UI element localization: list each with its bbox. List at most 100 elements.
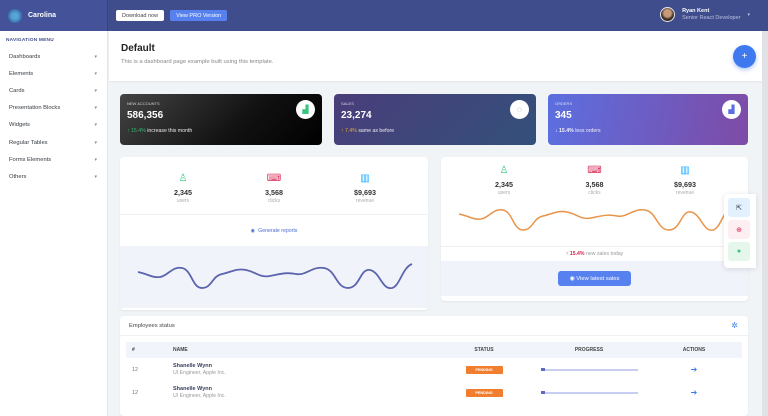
generate-reports-row: ◉ Generate reports <box>120 214 428 246</box>
download-button[interactable]: Download now <box>116 10 165 21</box>
row-status: PENDING <box>439 365 529 374</box>
stat-footer: ↑ 7.4% same as before <box>341 128 529 134</box>
metric-label: clicks <box>588 190 601 196</box>
stat-trend: 7.4% <box>345 128 357 134</box>
nav-heading: NAVIGATION MENU <box>6 38 54 43</box>
page-title: Default <box>121 43 155 54</box>
employee-role: UI Engineer, Apple Inc. <box>173 370 226 376</box>
row-id: 12 <box>132 389 139 396</box>
sidebar-item-forms-elements[interactable]: Forms Elements ▾ <box>0 151 107 168</box>
row-employee: Shanelle Wynn UI Engineer, Apple Inc. <box>173 386 439 399</box>
metrics-row: ♙ 2,345 users ⌨ 3,568 clicks ▥ $9,693 revenue <box>120 157 428 204</box>
sidebar-item-label: Cards <box>9 87 25 94</box>
user-icon: ♙ <box>178 173 188 184</box>
floating-action-panel: ⇱ ⊕ ● <box>724 194 756 268</box>
sidebar-item-others[interactable]: Others ▾ <box>0 168 107 185</box>
brand[interactable]: Carolina <box>0 0 108 31</box>
share-icon[interactable]: ⇱ <box>728 198 750 217</box>
sidebar-item-label: Elements <box>9 70 34 77</box>
generate-reports-label: Generate reports <box>258 227 298 234</box>
stat-trend-text: increase this month <box>147 128 193 134</box>
table-row: 12 Shanelle Wynn UI Engineer, Apple Inc. … <box>126 358 742 381</box>
row-progress <box>529 391 649 394</box>
status-badge: PENDING <box>465 388 503 397</box>
chevron-down-icon: ▾ <box>94 122 97 129</box>
avatar[interactable] <box>660 7 676 22</box>
metrics-card-right: ♙ 2,345 users ⌨ 3,568 clicks ▥ $9,693 revenue … <box>441 157 748 301</box>
sidebar-item-elements[interactable]: Elements ▾ <box>0 65 107 82</box>
stat-footer: ↑ 15.4% increase this month <box>127 128 315 134</box>
stat-label: NEW ACCOUNTS <box>127 101 160 106</box>
stat-trend-text: less orders <box>575 128 601 134</box>
view-pro-button[interactable]: View PRO Version <box>170 10 228 21</box>
sidebar-item-widgets[interactable]: Widgets ▾ <box>0 117 107 134</box>
metric-clicks: ⌨ 3,568 clicks <box>249 173 299 204</box>
employee-name: Shanelle Wynn <box>173 386 213 392</box>
scrollbar[interactable] <box>762 31 768 416</box>
sidebar-item-label: Regular Tables <box>9 139 48 146</box>
progress-bar <box>540 368 638 371</box>
card-header: Employees status ✲ <box>120 316 748 336</box>
lifebuoy-icon[interactable]: ⊕ <box>728 220 750 239</box>
arrow-right-icon[interactable]: ➔ <box>690 365 698 374</box>
metric-users: ♙ 2,345 users <box>158 173 208 204</box>
chart-icon: ▟ <box>722 100 741 119</box>
logo-icon <box>8 8 22 23</box>
metric-revenue: ▥ $9,693 revenue <box>340 173 390 204</box>
status-badge: PENDING <box>465 365 503 374</box>
stat-card-new-accounts: NEW ACCOUNTS 586,356 ↑ 15.4% increase th… <box>120 94 322 145</box>
sidebar-item-label: Others <box>9 173 27 180</box>
employee-name: Shanelle Wynn <box>173 363 213 369</box>
col-status: STATUS <box>474 347 494 353</box>
row-status: PENDING <box>439 388 529 397</box>
sidebar-item-label: Forms Elements <box>9 156 52 163</box>
keyboard-icon: ⌨ <box>266 173 282 184</box>
chevron-down-icon: ▾ <box>94 53 97 60</box>
stat-card-sales: SALES 23,274 ↑ 7.4% same as before ◌ <box>334 94 536 145</box>
stat-trend: 15.4% <box>131 128 146 134</box>
sidebar-item-presentation-blocks[interactable]: Presentation Blocks ▾ <box>0 100 107 117</box>
metrics-row: ♙ 2,345 users ⌨ 3,568 clicks ▥ $9,693 revenue <box>441 157 748 196</box>
arrow-up-icon: ↑ <box>127 128 130 134</box>
arrow-right-icon[interactable]: ➔ <box>690 388 698 397</box>
metric-value: $9,693 <box>674 180 696 189</box>
generate-reports-link[interactable]: ◉ Generate reports <box>251 228 298 234</box>
bar-chart-icon: ▥ <box>360 173 370 184</box>
sidebar-item-regular-tables[interactable]: Regular Tables ▾ <box>0 134 107 151</box>
view-latest-sales-label: View latest sales <box>576 275 620 282</box>
info-icon[interactable]: ● <box>728 242 750 261</box>
col-id: # <box>132 347 135 353</box>
chevron-down-icon: ▾ <box>94 87 97 94</box>
user-role: Senior React Developer <box>682 15 741 21</box>
stat-footer: ↓ 15.4% less orders <box>555 128 741 134</box>
sales-trend: 15.4% <box>569 251 585 257</box>
table-title: Employees status <box>129 322 175 329</box>
brand-name: Carolina <box>28 12 57 19</box>
chart-icon: ▟ <box>296 100 315 119</box>
page-title-bar: Default This is a dashboard page example… <box>109 31 768 81</box>
add-button[interactable]: + <box>733 45 756 68</box>
sparkline-chart-blue <box>120 246 428 308</box>
chevron-down-icon: ▾ <box>94 173 97 180</box>
sidebar-item-dashboards[interactable]: Dashboards ▾ <box>0 48 107 65</box>
eye-icon: ◉ <box>250 227 256 234</box>
app-header: Carolina Download now View PRO Version R… <box>0 0 768 31</box>
metric-value: 3,568 <box>585 180 604 189</box>
stat-value: 345 <box>555 110 572 121</box>
view-latest-sales-button[interactable]: ◉ View latest sales <box>557 271 632 286</box>
progress-bar <box>540 391 638 394</box>
chevron-down-icon: ▾ <box>94 105 97 112</box>
col-progress: PROGRESS <box>574 347 604 353</box>
chevron-down-icon[interactable]: ▾ <box>747 11 750 18</box>
view-sales-row: ◉ View latest sales <box>441 261 748 296</box>
bar-chart-icon: ▥ <box>680 165 690 176</box>
arrow-up-icon: ↑ <box>341 128 344 134</box>
gear-icon[interactable]: ✲ <box>731 321 738 330</box>
chevron-down-icon: ▾ <box>94 70 97 77</box>
sidebar-item-cards[interactable]: Cards ▾ <box>0 82 107 99</box>
sales-trend-text: new sales today <box>586 251 624 257</box>
row-id: 12 <box>132 366 139 373</box>
col-name: NAME <box>173 347 188 353</box>
main-content: Default This is a dashboard page example… <box>109 31 768 416</box>
user-menu[interactable]: Ryan Kent Senior React Developer ▾ <box>660 7 750 22</box>
